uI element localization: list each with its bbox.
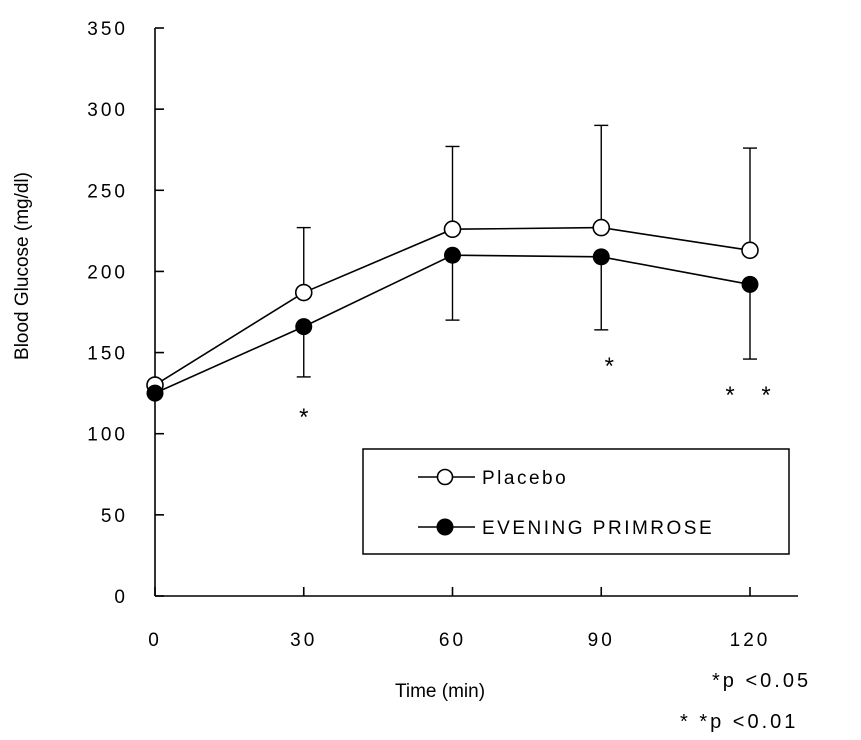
significance-mark: * * <box>725 382 780 409</box>
footnote-p005: *p <0.05 <box>712 670 811 692</box>
legend-box <box>362 448 790 555</box>
x-axis-title: Time (min) <box>395 681 485 702</box>
y-tick-label: 0 <box>114 587 128 608</box>
y-tick-label: 150 <box>87 344 128 365</box>
legend-label-placebo: Placebo <box>482 468 568 489</box>
legend-filled-circle-marker <box>436 518 454 536</box>
legend-open-circle-marker <box>436 468 454 486</box>
y-tick-label: 50 <box>101 506 128 527</box>
legend-item-evening-primrose: EVENING PRIMROSE <box>418 518 714 539</box>
evening-primrose-point <box>592 248 610 266</box>
significance-annotations: * * * * <box>299 353 780 431</box>
axes <box>154 28 798 597</box>
legend-label-evening-primrose: EVENING PRIMROSE <box>482 518 714 539</box>
placebo-point <box>741 241 759 260</box>
y-axis-ticks: 0 50 100 150 200 250 300 350 <box>87 19 164 608</box>
legend-item-placebo: Placebo <box>418 468 568 489</box>
evening-primrose-point <box>444 246 461 264</box>
x-axis-ticks: 0 30 60 90 120 <box>148 587 771 651</box>
y-tick-label: 100 <box>87 425 128 446</box>
x-tick-label: 120 <box>730 630 771 651</box>
evening-primrose-point <box>741 275 759 293</box>
placebo-point <box>592 218 611 237</box>
significance-mark: * <box>605 353 614 380</box>
y-tick-label: 300 <box>87 100 128 121</box>
y-tick-label: 200 <box>87 262 128 283</box>
significance-mark: * <box>299 404 308 431</box>
y-tick-label: 250 <box>87 181 128 202</box>
x-tick-label: 0 <box>148 630 162 651</box>
error-bars <box>296 124 757 378</box>
placebo-point <box>294 283 313 302</box>
footnote-p001: * *p <0.01 <box>680 711 798 733</box>
evening-primrose-point <box>295 318 313 336</box>
y-axis-title: Blood Glucose (mg/dl) <box>12 172 33 360</box>
y-tick-label: 350 <box>87 19 128 40</box>
x-tick-label: 30 <box>290 630 317 651</box>
x-tick-label: 90 <box>588 630 615 651</box>
x-tick-label: 60 <box>439 630 466 651</box>
series-markers <box>146 218 759 402</box>
placebo-point <box>443 220 462 239</box>
legend: Placebo EVENING PRIMROSE <box>362 448 790 555</box>
evening-primrose-point <box>146 384 164 402</box>
